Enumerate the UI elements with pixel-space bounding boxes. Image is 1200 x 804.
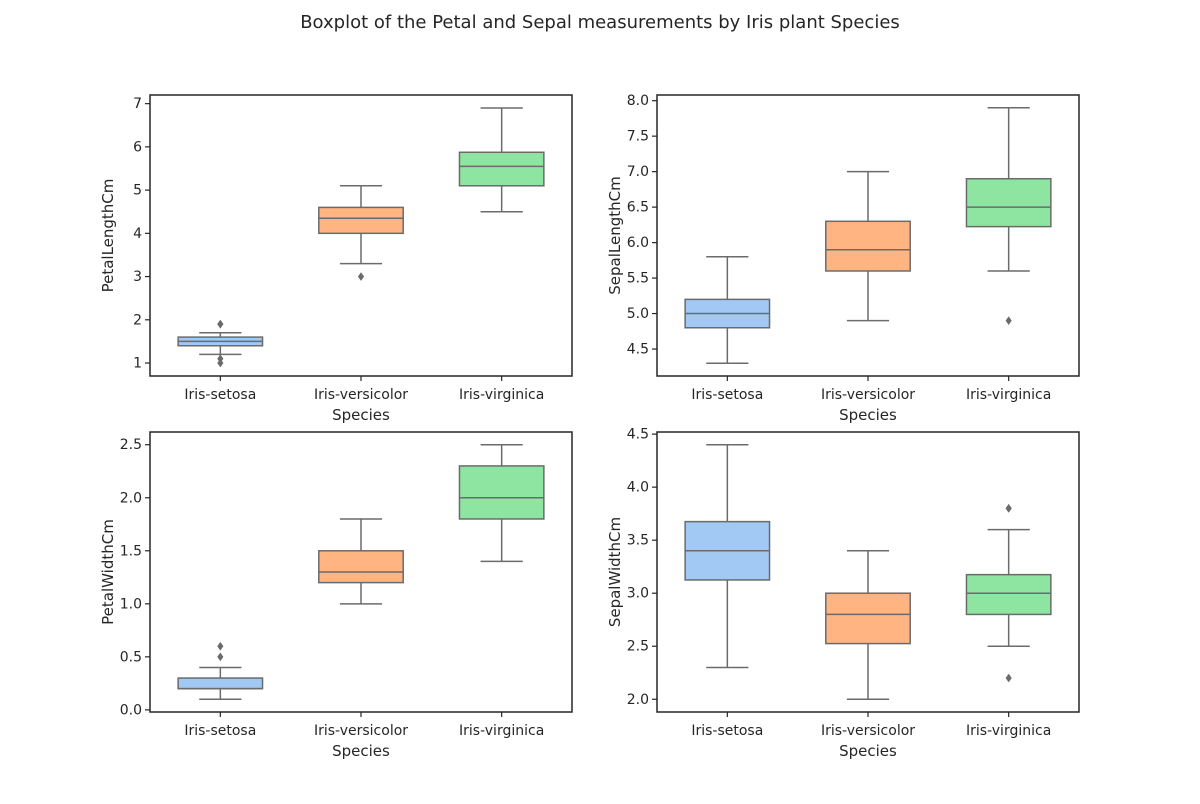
y-tick-label: 4.5 <box>627 342 649 358</box>
outlier-point <box>217 652 224 662</box>
x-axis-label: Species <box>839 406 897 424</box>
y-tick-label: 5.5 <box>627 271 649 287</box>
x-tick-label: Iris-setosa <box>691 723 763 739</box>
outlier-point <box>217 319 224 329</box>
box-iqr <box>965 573 1052 616</box>
x-tick-label: Iris-virginica <box>966 723 1051 739</box>
y-tick-label: 3.5 <box>627 533 649 549</box>
y-tick-label: 2.0 <box>627 692 649 708</box>
x-axis-label: Species <box>839 742 897 760</box>
box-iqr <box>318 206 404 235</box>
box-Iris-setosa <box>684 443 771 669</box>
x-tick-label: Iris-virginica <box>966 387 1051 403</box>
outlier-point <box>1005 673 1012 683</box>
figure-title: Boxplot of the Petal and Sepal measureme… <box>300 12 900 33</box>
y-tick-label: 2.0 <box>120 490 142 506</box>
subplot-top-right: 4.5 5.0 5.5 6.0 6.5 7.0 7.5 8.0 Iris-setosa Iris-… <box>606 93 1080 424</box>
box-iqr <box>458 465 545 520</box>
outlier-point <box>217 354 224 364</box>
subplot-top-left: 1 2 3 4 5 6 7 Iris-setosa Iris-versicolor Iris-vi… <box>99 94 573 424</box>
y-tick-label: 1.5 <box>120 543 142 559</box>
y-tick-label: 2 <box>133 312 142 328</box>
x-tick-label: Iris-setosa <box>184 387 256 403</box>
x-tick-label: Iris-setosa <box>691 387 763 403</box>
y-tick-label: 1 <box>133 356 142 372</box>
box-iqr <box>318 550 404 584</box>
y-tick-label: 3 <box>133 269 142 285</box>
y-tick-label: 5.0 <box>627 306 649 322</box>
y-tick-label: 3.0 <box>627 586 649 602</box>
y-tick-label: 4.5 <box>627 427 649 443</box>
subplot-bottom-right: 2.0 2.5 3.0 3.5 4.0 4.5 Iris-setosa Iris-versic… <box>606 427 1080 760</box>
box-Iris-setosa <box>177 641 264 701</box>
y-tick-label: 7.5 <box>627 129 649 145</box>
box-Iris-versicolor <box>825 170 911 322</box>
x-axis-label: Species <box>332 742 390 760</box>
box-Iris-virginica <box>965 503 1052 683</box>
y-tick-label: 4 <box>133 226 142 242</box>
y-tick-label: 6 <box>133 139 142 155</box>
x-tick-label: Iris-versicolor <box>821 723 915 739</box>
box-Iris-setosa <box>684 256 771 364</box>
y-tick-label: 0.5 <box>120 649 142 665</box>
box-iqr <box>825 592 911 645</box>
x-axis-label: Species <box>332 406 390 424</box>
outlier-point <box>1005 503 1012 513</box>
box-Iris-versicolor <box>825 550 911 701</box>
subplot-bottom-left: 0.0 0.5 1.0 1.5 2.0 2.5 Iris-setosa Iris-versic… <box>99 431 573 760</box>
box-Iris-virginica <box>458 107 545 213</box>
box-iqr <box>825 220 911 272</box>
y-axis-label: SepalLengthCm <box>606 176 624 294</box>
box-iqr <box>965 177 1052 228</box>
y-tick-label: 0.0 <box>120 702 142 718</box>
y-tick-label: 4.0 <box>627 480 649 496</box>
y-axis-label: PetalLengthCm <box>99 179 117 293</box>
y-tick-label: 6.0 <box>627 235 649 251</box>
y-tick-label: 6.5 <box>627 200 649 216</box>
y-tick-label: 2.5 <box>627 639 649 655</box>
y-axis-label: SepalWidthCm <box>606 517 624 627</box>
x-tick-label: Iris-versicolor <box>314 723 408 739</box>
box-Iris-virginica <box>965 107 1052 326</box>
y-tick-label: 7.0 <box>627 164 649 180</box>
x-tick-label: Iris-virginica <box>459 387 544 403</box>
box-Iris-setosa <box>177 319 264 368</box>
y-tick-label: 1.0 <box>120 596 142 612</box>
y-axis-label: PetalWidthCm <box>99 519 117 625</box>
y-tick-label: 2.5 <box>120 437 142 453</box>
box-iqr <box>458 151 545 187</box>
box-Iris-versicolor <box>318 185 404 282</box>
x-tick-label: Iris-versicolor <box>314 387 408 403</box>
outlier-point <box>217 641 224 651</box>
y-tick-label: 5 <box>133 183 142 199</box>
box-Iris-versicolor <box>318 518 404 605</box>
x-tick-label: Iris-virginica <box>459 723 544 739</box>
outlier-point <box>357 272 365 282</box>
outlier-point <box>1005 316 1012 326</box>
box-Iris-virginica <box>458 443 545 563</box>
x-tick-label: Iris-setosa <box>184 723 256 739</box>
x-tick-label: Iris-versicolor <box>821 387 915 403</box>
box-iqr <box>177 677 264 690</box>
y-tick-label: 8.0 <box>627 93 649 109</box>
y-tick-label: 7 <box>133 96 142 112</box>
